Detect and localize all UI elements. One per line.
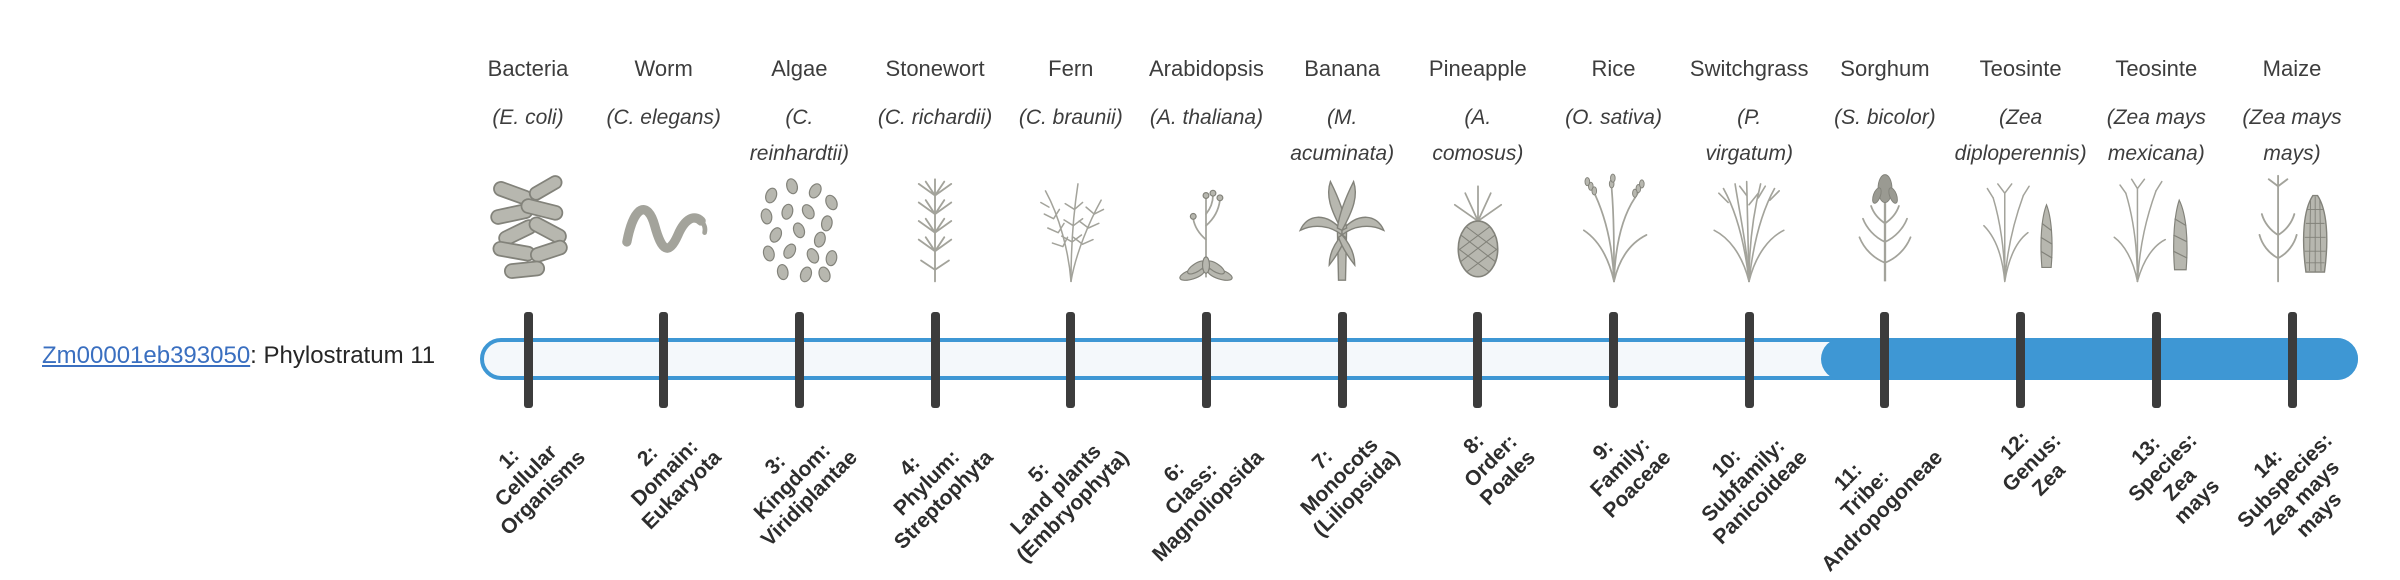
organism-name: Bacteria [487, 56, 569, 81]
organism-name: Stonewort [885, 56, 985, 81]
arabidopsis-icon [1126, 164, 1286, 286]
organism-scientific-name: (P. virgatum) [1705, 106, 1793, 165]
algae-icon [719, 164, 879, 286]
organism-name: Banana [1304, 56, 1381, 81]
organism-name: Pineapple [1428, 56, 1527, 81]
gene-label: Zm00001eb393050: Phylostratum 11 [42, 342, 435, 370]
phylostratum-tick [523, 312, 533, 408]
teosinte-diploperennis-icon [1941, 164, 2101, 286]
organism-scientific-name: (C. elegans) [606, 106, 721, 129]
organism-name: Algae [771, 56, 828, 81]
organism-name: Teosinte [1979, 56, 2062, 81]
organism-scientific-name: (A. thaliana) [1149, 106, 1264, 129]
phylostratum-tick [1201, 312, 1211, 408]
pineapple-icon [1398, 164, 1558, 286]
teosinte-mexicana-icon [2076, 164, 2236, 286]
banana-icon [1262, 164, 1422, 286]
organism-scientific-name: (Zea mays mays) [2242, 106, 2342, 165]
phylostratum-tick [2016, 312, 2026, 408]
organism-name: Fern [1048, 56, 1094, 81]
gene-link[interactable]: Zm00001eb393050 [42, 342, 251, 369]
stonewort-icon [855, 164, 1015, 286]
organism-name: Rice [1591, 56, 1636, 81]
organism-scientific-name: (C. braunii) [1018, 106, 1123, 129]
phylostratum-tick [794, 312, 804, 408]
organism-scientific-name: (Zea diploperennis) [1954, 106, 2087, 165]
phylostratum-tick [1337, 312, 1347, 408]
phylostratum-tick [2287, 312, 2297, 408]
gene-label-suffix: : Phylostratum 11 [250, 342, 436, 369]
maize-icon [2212, 164, 2372, 286]
sorghum-icon [1805, 164, 1965, 286]
phylostratum-tick [1744, 312, 1754, 408]
organism-scientific-name: (M. acuminata) [1290, 106, 1395, 165]
bacteria-icon [448, 164, 608, 286]
organism-scientific-name: (Zea mays mexicana) [2106, 106, 2206, 165]
fern-icon [991, 164, 1151, 286]
organism-name: Arabidopsis [1148, 56, 1264, 81]
phylostratum-tick [1473, 312, 1483, 408]
phylostrata-track-fill [1820, 338, 2358, 380]
phylostratum-tick [1066, 312, 1076, 408]
phylostratum-tick [2151, 312, 2161, 408]
organism-scientific-name: (S. bicolor) [1834, 106, 1936, 129]
organism-scientific-name: (C. richardii) [877, 106, 993, 129]
switchgrass-icon [1669, 164, 1829, 286]
organism-name: Teosinte [2115, 56, 2198, 81]
phylostratum-tick [659, 312, 669, 408]
organism-name: Worm [634, 56, 693, 81]
organism-name: Sorghum [1840, 56, 1930, 81]
organism-scientific-name: (O. sativa) [1565, 106, 1662, 129]
worm-icon [584, 164, 744, 286]
rice-icon [1534, 164, 1694, 286]
organism-name: Switchgrass [1689, 56, 1809, 81]
phylostratum-tick [1880, 312, 1890, 408]
phylostratum-tick [1609, 312, 1619, 408]
organism-name: Maize [2262, 56, 2322, 81]
organism-scientific-name: (A. comosus) [1432, 106, 1524, 165]
organism-scientific-name: (E. coli) [492, 106, 564, 129]
phylostratum-tick [930, 312, 940, 408]
organism-scientific-name: (C. reinhardtii) [749, 106, 849, 165]
